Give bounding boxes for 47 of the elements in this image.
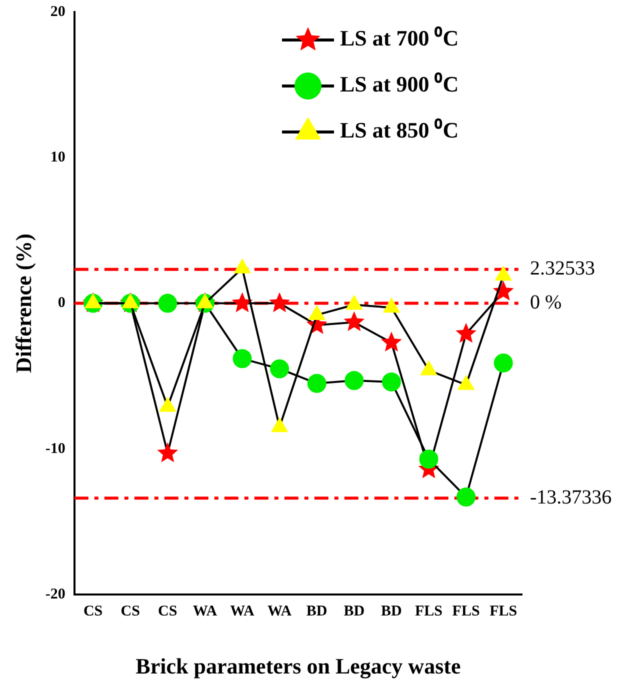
point (456, 488, 476, 507)
point (232, 349, 252, 368)
point (157, 442, 178, 462)
point (419, 450, 438, 469)
legend-label: LS at 850 ⁰C (340, 118, 459, 143)
point (269, 292, 290, 312)
y-tick-label: -20 (45, 586, 66, 602)
point (380, 332, 402, 352)
point (308, 305, 326, 320)
point (383, 298, 400, 313)
point (158, 294, 178, 313)
x-tick-label: FLS (490, 603, 518, 620)
x-tick-label: BD (306, 603, 328, 620)
x-tick-label: WA (230, 603, 254, 620)
point (232, 292, 253, 312)
y-tick-label: -10 (45, 440, 66, 457)
x-tick-label: FLS (452, 603, 480, 620)
legend-label: LS at 700 ⁰C (340, 26, 459, 51)
x-tick-label: CS (83, 603, 103, 620)
point (344, 311, 365, 332)
point (382, 372, 401, 392)
x-axis-title: Brick parameters on Legacy waste (136, 653, 461, 678)
ref-line-label: -13.37336 (530, 486, 612, 508)
point (344, 370, 364, 390)
x-tick-label: FLS (414, 603, 443, 620)
x-tick-label: CS (120, 603, 140, 620)
y-tick-label: 20 (50, 4, 66, 20)
point (196, 294, 214, 308)
point (494, 354, 513, 373)
legend-label: LS at 900 ⁰C (340, 72, 459, 97)
y-axis-title: Difference (%) (10, 234, 36, 374)
y-tick-label: 10 (50, 150, 66, 166)
point (270, 359, 290, 378)
point (307, 374, 326, 393)
x-tick-label: WA (267, 603, 292, 620)
point (495, 266, 512, 281)
point (234, 258, 251, 274)
x-tick-label: CS (158, 603, 178, 620)
x-tick-label: BD (344, 603, 365, 620)
y-tick-label: 0 (58, 295, 66, 312)
x-tick-label: WA (192, 603, 218, 620)
x-tick-label: BD (381, 603, 402, 620)
ref-line-label: 0 % (530, 292, 562, 314)
point (456, 322, 477, 343)
point (492, 280, 514, 301)
ref-line-label: 2.32533 (530, 258, 595, 280)
point (346, 295, 362, 310)
